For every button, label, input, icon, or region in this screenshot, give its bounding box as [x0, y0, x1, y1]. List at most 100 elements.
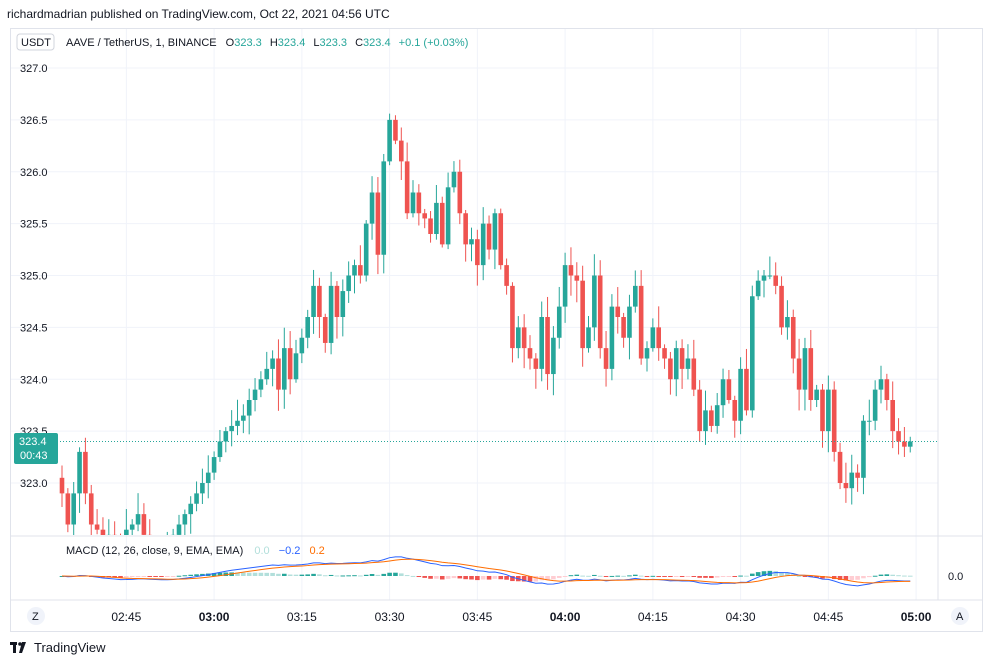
macd-hist-bar: [188, 574, 193, 576]
candle-body: [750, 296, 755, 411]
candle-body: [445, 187, 451, 245]
macd-hist-bar: [469, 576, 474, 580]
candle-body: [738, 368, 743, 421]
candle-body: [726, 379, 732, 400]
candle-body: [188, 503, 193, 515]
candle-body: [83, 451, 88, 494]
macd-hist-bar: [118, 576, 123, 578]
candle-body: [235, 420, 240, 426]
macd-hist-bar: [264, 572, 270, 576]
footer-brand[interactable]: TradingView: [10, 640, 106, 655]
macd-hist-bar: [241, 572, 246, 576]
last-price-value: 323.4: [19, 436, 47, 448]
candle-body: [258, 379, 264, 390]
candle-body: [697, 389, 702, 432]
candle-body: [124, 529, 129, 535]
macd-hist-bar: [907, 575, 913, 577]
macd-hist-bar: [252, 572, 258, 576]
time-tick-label: 05:00: [901, 610, 932, 624]
candle-body: [334, 285, 340, 317]
macd-hist-bar: [480, 576, 486, 580]
candle-body: [170, 534, 176, 535]
macd-line-value: −0.2: [279, 545, 301, 557]
candle-body: [135, 514, 141, 525]
macd-hist-bar: [779, 572, 784, 576]
macd-legend[interactable]: MACD (12, 26, close, 9, EMA, EMA) 0.0 −0…: [66, 545, 325, 557]
price-axis[interactable]: 323.0323.5324.0324.5325.0325.5326.0326.5…: [20, 63, 48, 490]
ohlc-c-value: 323.4: [363, 37, 391, 49]
candle-body: [820, 389, 825, 432]
macd-line: [61, 556, 911, 587]
macd-hist-bar: [475, 576, 480, 581]
candle-body: [761, 275, 767, 281]
auto-scale-button[interactable]: [951, 607, 969, 625]
macd-hist-bar: [375, 574, 381, 576]
candles: [59, 113, 913, 535]
price-tick-label: 326.5: [20, 115, 48, 127]
candle-body: [621, 317, 626, 338]
candle-body: [826, 389, 831, 432]
macd-hist-bar: [592, 574, 597, 576]
macd-hist-bar: [837, 576, 843, 580]
candle-body: [802, 348, 808, 390]
candle-body: [831, 389, 837, 452]
time-axis[interactable]: 02:45 03:00 03:15 03:30 03:45 04:00 04:15 04:30…: [111, 610, 931, 624]
candle-body: [129, 524, 135, 530]
candle-body: [644, 348, 650, 359]
candle-body: [276, 358, 281, 390]
macd-hist-bar: [439, 576, 445, 580]
price-tick-label: 325.0: [20, 271, 48, 283]
candle-body: [638, 285, 644, 359]
candle-body: [200, 483, 205, 494]
macd-hist-bar: [714, 576, 720, 578]
macd-hist-bar: [282, 573, 287, 576]
candle-body: [732, 400, 738, 421]
candle-body: [703, 410, 708, 432]
candle-body: [656, 327, 661, 349]
macd-hist-bar: [352, 575, 357, 577]
macd-hist-bar: [404, 575, 410, 577]
macd-hist-bar: [276, 573, 281, 576]
candle-body: [586, 327, 591, 349]
price-tick-label: 323.0: [20, 478, 48, 490]
symbol-legend[interactable]: AAVE / TetherUS, 1, BINANCE O323.3 H323.…: [66, 37, 468, 49]
macd-hist-bar: [235, 572, 240, 576]
macd-hist-bar: [556, 576, 562, 578]
macd-hist-bar: [633, 574, 638, 576]
candle-body: [71, 493, 76, 525]
macd-hist-bar: [796, 575, 802, 577]
macd-hist-bar: [580, 575, 585, 577]
time-tick-label: 03:30: [375, 610, 405, 624]
macd-hist-bar: [200, 573, 205, 576]
candle-body: [480, 223, 486, 266]
ohlc-l-label: L: [313, 37, 319, 49]
macd-hist-bar: [463, 576, 468, 580]
zoom-button[interactable]: [27, 607, 45, 625]
candle-body: [872, 389, 878, 421]
footer-brand-label: TradingView: [34, 640, 106, 655]
macd-hist-bar: [445, 576, 451, 579]
candle-body: [451, 171, 457, 188]
macd-hist-bar: [399, 573, 404, 576]
macd-hist-bar: [124, 576, 129, 578]
price-tick-label: 325.5: [20, 219, 48, 231]
ohlc-change: +0.1 (+0.03%): [399, 37, 469, 49]
time-tick-label: 04:00: [550, 610, 581, 624]
candle-body: [381, 161, 387, 255]
candle-body: [562, 265, 568, 307]
time-tick-label: 04:15: [638, 610, 668, 624]
currency-button[interactable]: [16, 33, 55, 51]
macd-hist-bar: [363, 574, 369, 576]
macd-hist-bar: [340, 575, 346, 577]
macd-hist-bar: [358, 575, 363, 577]
macd-hist-bar: [305, 574, 310, 576]
candle-body: [902, 441, 907, 447]
macd-hist-value: 0.0: [254, 545, 269, 557]
macd-hist-bar: [679, 576, 685, 577]
macd-hist-bar: [217, 572, 223, 576]
ohlc-l-value: 323.3: [320, 37, 348, 49]
macd-hist-bar: [159, 576, 164, 577]
macd-hist-bar: [662, 576, 667, 577]
macd-hist-bar: [451, 576, 457, 579]
